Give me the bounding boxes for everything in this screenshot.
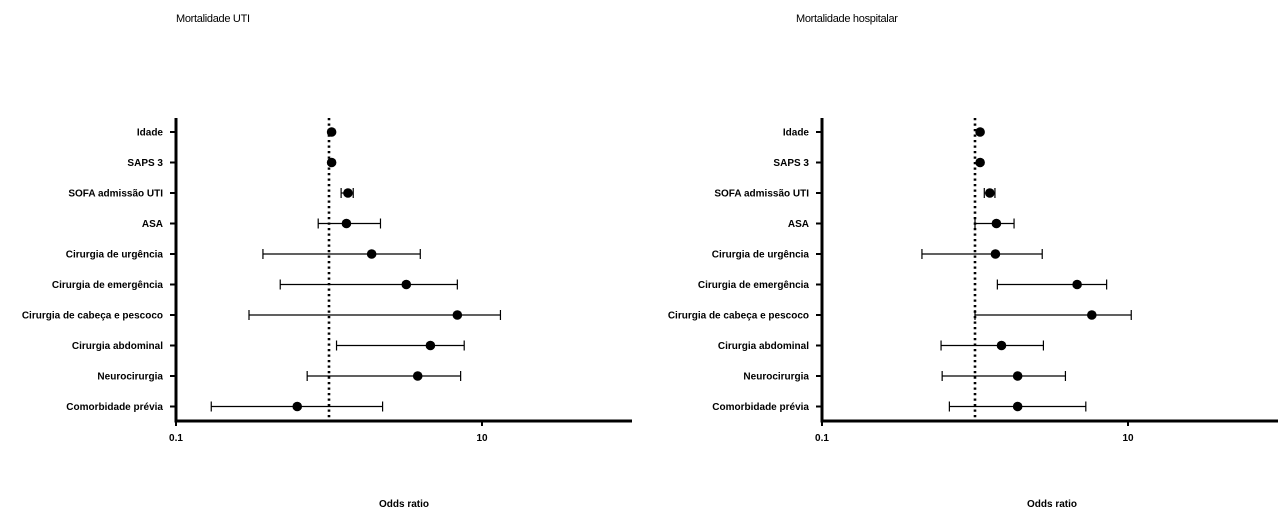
forest-panel-2: Mortalidade hospitalar 0.1 10 Odds ratio Ida… [668,13,1278,510]
category-label: Cirurgia de emergência [698,280,810,291]
odds-ratio-point [326,157,337,168]
odds-ratio-point [1012,401,1023,412]
category-label: Idade [137,128,164,139]
category-label: Idade [783,128,810,139]
x-axis-label: Odds ratio [379,499,429,510]
odds-ratio-point [975,127,985,137]
odds-ratio-point [985,188,995,198]
x-tick-label: 10 [476,433,488,444]
odds-ratio-point [996,340,1007,351]
category-label: Cirurgia de urgência [66,250,164,261]
odds-ratio-point [452,310,463,320]
odds-ratio-point [1072,279,1082,290]
odds-ratio-point [975,157,985,168]
odds-ratio-point [341,218,352,229]
category-label: Neurocirurgia [97,372,163,383]
odds-ratio-point [1012,371,1023,381]
forest-panel-1: Mortalidade UTI 0.1 10 Odds ratio Idade SAPS … [22,13,632,510]
x-axis-label: Odds ratio [1027,499,1077,510]
category-label: Neurocirurgia [743,372,809,383]
category-label: Cirurgia de cabeça e pescoco [22,311,163,322]
category-label: SAPS 3 [773,158,809,169]
category-label: SAPS 3 [127,158,163,169]
odds-ratio-point [990,249,1001,259]
category-label: SOFA admissão UTI [68,189,163,200]
odds-ratio-point [1087,310,1097,320]
category-label: Comorbidade prévia [66,402,163,413]
odds-ratio-point [425,340,436,351]
odds-ratio-point [366,249,377,259]
category-label: Cirurgia abdominal [72,341,163,352]
x-tick-label: 0.1 [815,433,829,444]
odds-ratio-point [401,279,412,290]
category-label: Cirurgia de urgência [712,250,810,261]
odds-ratio-point [326,127,337,137]
odds-ratio-point [991,218,1002,229]
odds-ratio-point [292,401,303,412]
panel-title: Mortalidade UTI [176,13,250,25]
x-tick-label: 10 [1122,433,1134,444]
category-label: ASA [142,219,163,230]
odds-ratio-point [343,188,353,198]
x-tick-label: 0.1 [169,433,183,444]
panel-title: Mortalidade hospitalar [796,13,898,25]
category-label: Cirurgia abdominal [718,341,809,352]
category-label: Comorbidade prévia [712,402,809,413]
category-label: SOFA admissão UTI [714,189,809,200]
odds-ratio-point [412,371,423,381]
category-label: Cirurgia de emergência [52,280,164,291]
category-label: ASA [788,219,809,230]
category-label: Cirurgia de cabeça e pescoco [668,311,809,322]
